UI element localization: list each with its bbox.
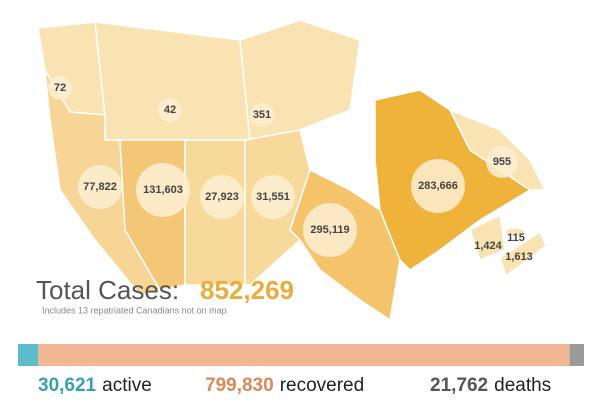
region-marker (136, 163, 190, 217)
stat: 21,762 deaths (430, 375, 551, 396)
stat: 30,621 active (38, 375, 152, 396)
stat-name: active (102, 375, 152, 396)
region-label: 295,119 (310, 224, 349, 236)
region-marker (251, 175, 295, 219)
region-label: 77,822 (83, 181, 117, 193)
region-label: 42 (164, 104, 176, 116)
total-value: 852,269 (200, 275, 294, 305)
stat-value: 799,830 (205, 375, 274, 396)
region-marker (250, 103, 274, 127)
stat-name: recovered (280, 375, 365, 396)
region-marker (200, 175, 244, 219)
stat-name: deaths (494, 375, 551, 396)
region-marker (411, 159, 465, 213)
region-label: 351 (253, 109, 271, 121)
stat-value: 30,621 (38, 375, 97, 396)
progress-segment (18, 344, 39, 366)
stat: 799,830 recovered (205, 375, 364, 396)
region-marker (78, 165, 122, 209)
pei (504, 227, 526, 237)
progress-segment (38, 344, 570, 366)
northwest-territories (94, 21, 251, 141)
total-title: Total Cases: (36, 275, 179, 305)
region-label: 1,613 (505, 251, 533, 263)
region-label: 283,666 (418, 180, 458, 192)
region-label: 27,923 (205, 191, 239, 203)
nova-scotia (499, 230, 547, 278)
total-note: Includes 13 repatriated Canadians not on… (42, 305, 227, 315)
region-label: 955 (493, 156, 511, 168)
region-marker (486, 146, 518, 178)
region-marker (158, 98, 182, 122)
progress-segment (569, 344, 584, 366)
region-marker (48, 76, 72, 100)
region-marker (303, 203, 357, 257)
stat-value: 21,762 (430, 375, 488, 396)
region-label: 1,424 (474, 240, 502, 252)
new-brunswick (469, 213, 506, 261)
region-label: 131,603 (143, 184, 183, 196)
region-label: 31,551 (256, 191, 290, 203)
region-label: 115 (507, 232, 525, 244)
region-label: 72 (54, 82, 66, 94)
